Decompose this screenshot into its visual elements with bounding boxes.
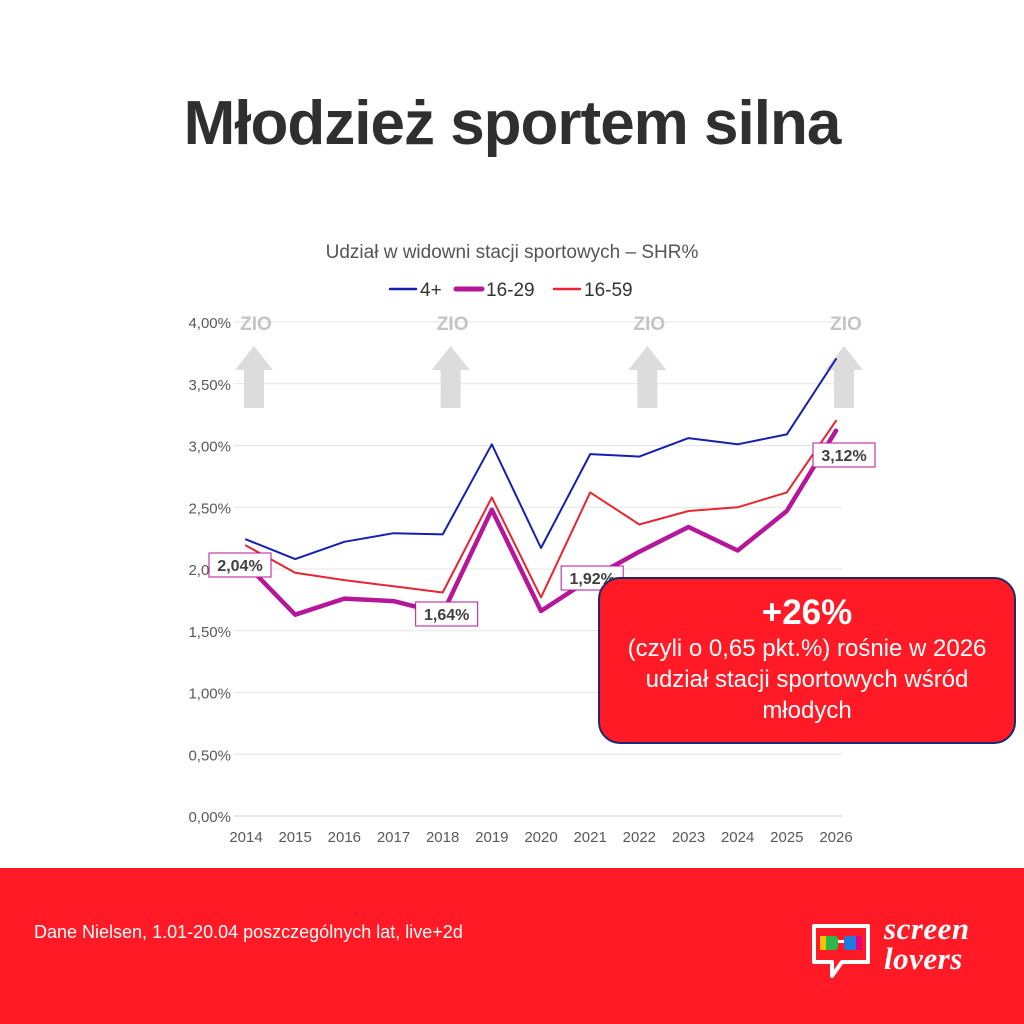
data-label-text: 3,12%	[821, 448, 866, 465]
x-tick-label: 2020	[524, 829, 557, 846]
legend-item-16-59: 16-59	[552, 280, 633, 301]
annotation-label: ZIO	[830, 314, 862, 335]
x-tick-label: 2018	[426, 829, 459, 846]
y-tick-label: 3,00%	[188, 439, 231, 456]
annotation-label: ZIO	[437, 314, 469, 335]
data-label-box	[812, 442, 876, 468]
annotation-label: ZIO	[633, 314, 665, 335]
y-tick-label: 1,50%	[188, 624, 231, 641]
callout-headline: +26%	[761, 593, 853, 632]
y-tick-label: 0,00%	[188, 809, 231, 826]
source-note: Dane Nielsen, 1.01-20.04 poszczególnych …	[34, 922, 463, 942]
series-line-16-59	[245, 419, 837, 599]
legend-label: 16-59	[584, 280, 633, 301]
series-line-4+	[245, 358, 837, 561]
chart-title: Udział w widowni stacji sportowych – SHR…	[326, 242, 699, 263]
data-label-box	[208, 552, 272, 578]
x-axis: 2014 2015 2016 2017 2018 2019 2020 2021 2022 2023…	[229, 829, 852, 846]
page-title: Młodzież sportem silna	[183, 89, 842, 158]
legend-label: 16-29	[486, 280, 535, 301]
legend-item-16-29: 16-29	[453, 280, 535, 301]
y-axis: 0,00%0,50%1,00%1,50%2,00%2,50%3,00%3,50%…	[188, 315, 231, 826]
x-tick-label: 2023	[672, 829, 705, 846]
y-tick-label: 1,00%	[188, 686, 231, 703]
up-arrow-icon	[628, 346, 667, 408]
y-tick-label: 2,50%	[188, 500, 231, 517]
callout-text: (czyli o 0,65 pkt.%) rośnie w 2026 udzia…	[627, 635, 987, 724]
y-tick-label: 4,00%	[188, 315, 231, 332]
x-tick-label: 2017	[377, 829, 410, 846]
chart-legend: 4+ 16-29 16-59	[388, 280, 633, 301]
data-label: 1,64%	[415, 601, 479, 627]
data-label-text: 2,04%	[217, 558, 262, 575]
annotation: ZIO	[431, 314, 470, 408]
x-tick-label: 2016	[328, 829, 361, 846]
x-tick-label: 2022	[623, 829, 656, 846]
y-tick-label: 0,50%	[188, 747, 231, 764]
up-arrow-icon	[431, 346, 470, 408]
data-label: 3,12%	[812, 442, 876, 468]
x-tick-label: 2021	[573, 829, 606, 846]
legend-item-4+: 4+	[388, 280, 442, 301]
glasses-speech-bubble-icon	[812, 924, 870, 978]
data-labels: 2,04%1,64%1,92%3,12%	[208, 442, 876, 627]
x-tick-label: 2026	[819, 829, 852, 846]
chart-series	[243, 358, 839, 617]
x-tick-label: 2019	[475, 829, 508, 846]
x-tick-label: 2015	[278, 829, 311, 846]
data-label-text: 1,64%	[424, 607, 469, 624]
annotation: ZIO	[235, 314, 273, 408]
line-chart: Udział w widowni stacji sportowych – SHR…	[188, 242, 876, 846]
highlight-callout: +26% (czyli o 0,65 pkt.%) rośnie w 2026 …	[598, 577, 1016, 744]
y-tick-label: 3,50%	[188, 377, 231, 394]
up-arrow-icon	[235, 346, 273, 408]
annotation-label: ZIO	[240, 314, 272, 335]
screen-lovers-logo: screen lovers	[808, 911, 1008, 984]
series-line-16-29	[243, 428, 839, 617]
x-tick-label: 2025	[770, 829, 803, 846]
x-tick-label: 2024	[721, 829, 754, 846]
x-tick-label: 2014	[229, 829, 262, 846]
data-label: 2,04%	[208, 552, 272, 578]
legend-label: 4+	[420, 280, 442, 301]
data-label-box	[415, 601, 479, 627]
up-arrow-icon	[825, 346, 863, 408]
annotation: ZIO	[628, 314, 667, 408]
chart-annotations: ZIO ZIO ZIO ZIO	[235, 314, 863, 408]
annotation: ZIO	[825, 314, 863, 408]
logo-text: screen lovers	[884, 911, 970, 976]
